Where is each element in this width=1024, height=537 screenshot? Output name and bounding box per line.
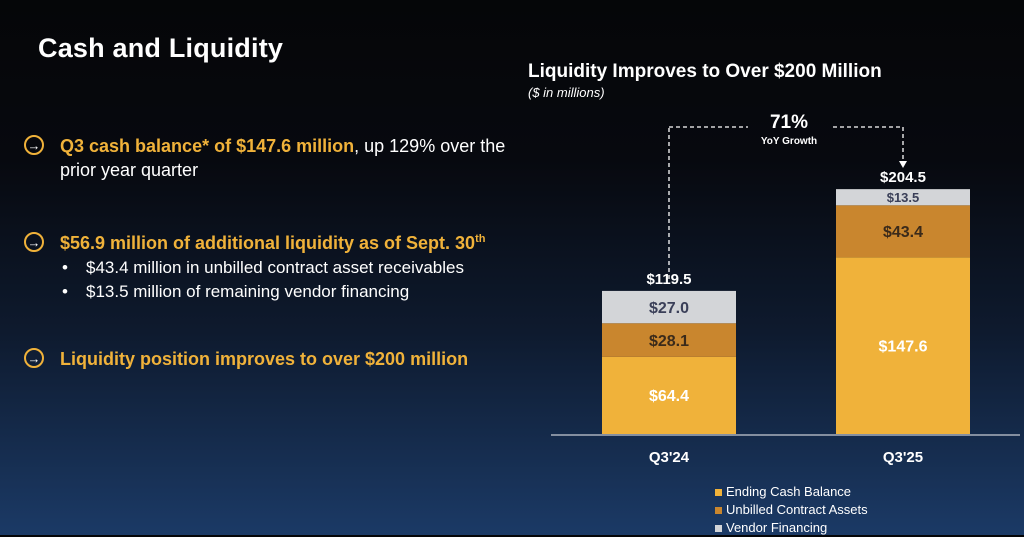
x-tick-label: Q3'24 xyxy=(649,449,690,466)
bullet-highlight: Q3 cash balance* of $147.6 million xyxy=(60,136,355,156)
bullet-additional-liquidity: → $56.9 million of additional liquidity … xyxy=(24,231,485,255)
legend-swatch xyxy=(715,506,722,514)
chart-legend: Ending Cash Balance Unbilled Contract Ass… xyxy=(715,483,868,537)
bullet-dot-icon: • xyxy=(62,258,68,277)
segment-value-label: $64.4 xyxy=(649,388,689,405)
arrow-right-circle-icon: → xyxy=(24,135,44,155)
bar-segment-unbilled-contract-assets xyxy=(602,323,736,357)
arrow-right-circle-icon: → xyxy=(24,348,44,368)
legend-item: Vendor Financing xyxy=(715,519,868,537)
chart-title: Liquidity Improves to Over $200 Million xyxy=(528,61,882,82)
segment-value-label: $147.6 xyxy=(879,338,928,355)
sub-bullet-list: • $43.4 million in unbilled contract ass… xyxy=(62,256,464,304)
bullet-liquidity-position: → Liquidity position improves to over $2… xyxy=(24,347,468,371)
bar-segment-vendor-financing xyxy=(602,290,736,324)
segment-value-label: $13.5 xyxy=(887,190,920,205)
sub-bullet-text: $13.5 million of remaining vendor financ… xyxy=(86,282,410,301)
bullet-highlight: Liquidity position improves to over $200… xyxy=(60,349,469,369)
chart-subtitle: ($ in millions) xyxy=(528,85,605,100)
legend-swatch xyxy=(715,524,722,532)
bar-segment-ending-cash-balance xyxy=(602,356,736,434)
legend-label: Unbilled Contract Assets xyxy=(726,502,868,517)
bar-segment-unbilled-contract-assets xyxy=(836,205,970,258)
legend-label: Vendor Financing xyxy=(726,520,828,535)
bar-total-label: $119.5 xyxy=(646,271,691,288)
legend-swatch xyxy=(715,488,722,496)
segment-value-label: $43.4 xyxy=(883,224,923,241)
sub-bullet-item: • $13.5 million of remaining vendor fina… xyxy=(62,280,464,304)
sub-bullet-item: • $43.4 million in unbilled contract ass… xyxy=(62,256,464,280)
legend-item: Ending Cash Balance xyxy=(715,483,868,501)
growth-arrow-head xyxy=(899,161,907,168)
growth-label: YoY Growth xyxy=(761,136,817,147)
bullet-superscript: th xyxy=(475,233,486,245)
bullet-text: , up 129% over the prior year quarter xyxy=(60,136,506,180)
arrow-right-circle-icon: → xyxy=(24,232,44,252)
sub-bullet-text: $43.4 million in unbilled contract asset… xyxy=(86,258,464,277)
bar-segment-ending-cash-balance xyxy=(836,257,970,434)
bullet-dot-icon: • xyxy=(62,282,68,301)
legend-item: Unbilled Contract Assets xyxy=(715,501,868,519)
bar-segment-vendor-financing xyxy=(836,189,970,206)
segment-value-label: $27.0 xyxy=(649,300,689,317)
legend-label: Ending Cash Balance xyxy=(726,484,852,499)
bullet-highlight: $56.9 million of additional liquidity as… xyxy=(60,233,476,253)
bullet-cash-balance: → Q3 cash balance* of $147.6 million, up… xyxy=(24,134,530,182)
x-tick-label: Q3'25 xyxy=(883,449,923,466)
growth-percentage: 71% xyxy=(770,112,808,133)
bar-total-label: $204.5 xyxy=(880,169,926,186)
slide-title: Cash and Liquidity xyxy=(38,33,284,63)
segment-value-label: $28.1 xyxy=(649,333,689,350)
